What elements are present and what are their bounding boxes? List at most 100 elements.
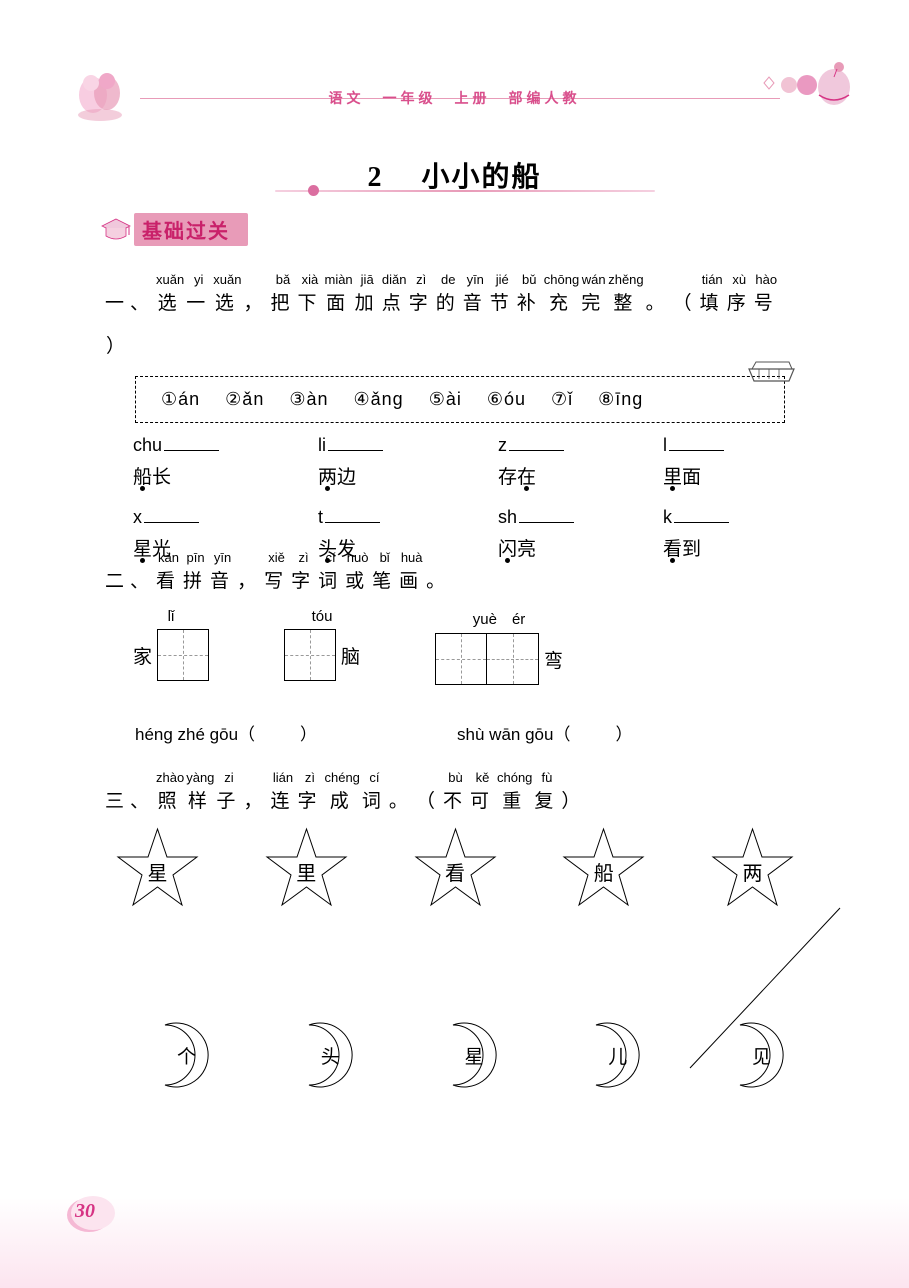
blank-input[interactable]: li <box>318 435 383 456</box>
pinyin: lián <box>273 770 293 785</box>
pinyin: xiě <box>268 550 285 565</box>
blank-input[interactable]: sh <box>498 507 574 528</box>
hanzi: 子 <box>216 786 241 813</box>
tianzi-box[interactable] <box>435 633 487 685</box>
blank-line[interactable] <box>509 435 564 451</box>
blank-input[interactable]: t <box>318 507 380 528</box>
blank-line[interactable] <box>328 435 383 451</box>
q2-stem: 二、kàn看pīn拼yīn音 ，xiě写zì字cí词huò或bǐ笔huà画 。 <box>105 550 805 593</box>
ruby-item: hào号 <box>754 272 779 315</box>
blank-input[interactable]: z <box>498 435 564 456</box>
pinyin: zì <box>305 770 315 785</box>
blank-prefix: l <box>663 435 667 456</box>
option-item: ⑤ài <box>429 389 462 410</box>
hanzi: 字 <box>297 786 322 813</box>
moon-item[interactable]: 头 <box>289 1020 354 1090</box>
pinyin: bǔ <box>522 272 536 287</box>
blank-line[interactable] <box>144 507 199 523</box>
hanzi: 成 <box>330 786 355 813</box>
ruby-item: yàng样 <box>186 770 214 813</box>
pinyin <box>117 315 121 330</box>
pinyin: zì <box>416 272 426 287</box>
ruby-item: lián连 <box>270 770 295 813</box>
pinyin: jiā <box>361 272 374 287</box>
blank-line[interactable] <box>674 507 729 523</box>
hanzi: 连 <box>270 786 295 813</box>
tianzi-box[interactable] <box>487 633 539 685</box>
hanzi: 点 <box>382 288 407 315</box>
tianzi-group: yuè ér弯 <box>435 608 563 685</box>
moon-char: 星 <box>464 1042 483 1069</box>
title-line <box>275 190 655 192</box>
ruby-item: tián填 <box>700 272 725 315</box>
ruby-item: miàn面 <box>324 272 352 315</box>
blank-input[interactable]: l <box>663 435 724 456</box>
hanzi: 下 <box>297 288 322 315</box>
tianzi-group: tóu脑 <box>284 608 360 685</box>
blank-line[interactable] <box>519 507 574 523</box>
star-item[interactable]: 里 <box>264 825 349 910</box>
hanzi: 。 <box>426 566 451 593</box>
q1-stem: 一、xuǎn选yi一xuǎn选 ，bǎ把xià下miàn面jiā加diǎn点zì… <box>105 272 805 358</box>
option-item: ②ǎn <box>225 389 264 410</box>
badge-text: 基础过关 <box>142 221 230 243</box>
hanzi: 词 <box>362 786 387 813</box>
moon-item[interactable]: 儿 <box>576 1020 641 1090</box>
blank-prefix: t <box>318 507 323 528</box>
blank-line[interactable] <box>325 507 380 523</box>
blank-prefix: sh <box>498 507 517 528</box>
q1-blanks: chu船长li两边z存在l里面x星光t头发sh闪亮k看到 <box>133 435 805 561</box>
hanzi: 画 <box>399 566 424 593</box>
star-item[interactable]: 船 <box>561 825 646 910</box>
star-item[interactable]: 星 <box>115 825 200 910</box>
pinyin: xuǎn <box>213 272 241 287</box>
blank-prefix: li <box>318 435 326 456</box>
tianzi-right-char: 弯 <box>544 646 563 673</box>
stroke-close: ） <box>615 720 632 745</box>
hanzi: 字 <box>409 288 434 315</box>
tianzi-left-char: 家 <box>133 642 152 669</box>
blank-line[interactable] <box>164 435 219 451</box>
stroke-item: shù wān gōu（） <box>457 720 632 745</box>
moon-char: 个 <box>177 1042 196 1069</box>
pinyin: miàn <box>324 272 352 287</box>
title-dot <box>308 185 319 196</box>
option-item: ⑧īng <box>598 389 643 410</box>
pinyin <box>254 272 258 287</box>
question-3: 三、zhào照yàng样zi子 ，lián连zì字chéng成cí词 。 （bù… <box>105 770 805 1090</box>
blank-input[interactable]: x <box>133 507 199 528</box>
hanzi: 拼 <box>183 566 208 593</box>
ruby-item: xiě写 <box>264 550 289 593</box>
graduation-cap-icon <box>100 216 132 244</box>
hanzi: 节 <box>490 288 515 315</box>
q3-stem: 三、zhào照yàng样zi子 ，lián连zì字chéng成cí词 。 （bù… <box>105 770 805 813</box>
blank-row: chu船长li两边z存在l里面 <box>133 435 805 489</box>
hanzi: 不 <box>443 786 468 813</box>
hanzi: 号 <box>754 288 779 315</box>
tianzi-box[interactable] <box>284 629 336 681</box>
star-item[interactable]: 看 <box>413 825 498 910</box>
ruby-item: jiā加 <box>355 272 380 315</box>
blank-input[interactable]: k <box>663 507 729 528</box>
ruby-item: xuǎn选 <box>213 272 241 315</box>
ruby-item: wán完 <box>581 272 606 315</box>
stroke-close: ） <box>300 720 317 745</box>
moon-item[interactable]: 星 <box>433 1020 498 1090</box>
ruby-item: 。 <box>389 770 414 813</box>
hanzi: （ <box>673 288 698 315</box>
tianzi-box-group: 弯 <box>435 633 563 685</box>
hanzi: 字 <box>291 566 316 593</box>
ruby-item: diǎn点 <box>382 272 407 315</box>
moon-item[interactable]: 个 <box>145 1020 210 1090</box>
ruby-item: zhào照 <box>156 770 184 813</box>
star-item[interactable]: 两 <box>710 825 795 910</box>
pinyin: bǐ <box>380 550 390 565</box>
ruby-item: chéng成 <box>324 770 359 813</box>
tianzi-box[interactable] <box>157 629 209 681</box>
ruby-item: （ <box>416 770 441 813</box>
tianzi-double[interactable] <box>435 633 539 685</box>
tianzi-pinyin: lǐ <box>133 608 209 625</box>
blank-prefix: k <box>663 507 672 528</box>
blank-line[interactable] <box>669 435 724 451</box>
blank-input[interactable]: chu <box>133 435 219 456</box>
